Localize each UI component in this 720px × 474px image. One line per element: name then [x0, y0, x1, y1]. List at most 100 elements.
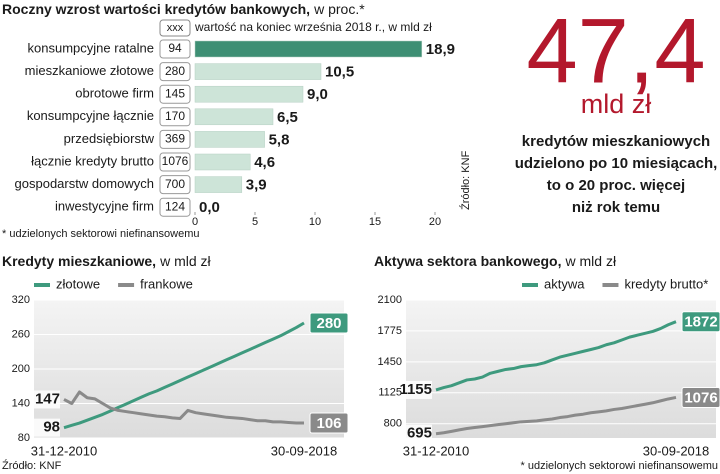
value-label: 6,5 [277, 109, 298, 126]
end-label: 280 [316, 315, 341, 332]
category-label: konsumpcyjne ratalne [28, 40, 154, 55]
bar [194, 85, 304, 103]
source: Źródło: KNF [2, 459, 62, 472]
source: Źródło: KNF [459, 150, 472, 210]
subtitle: w mld zł [565, 253, 617, 269]
series-line [63, 390, 304, 425]
legend-label: kredyty brutto* [624, 276, 708, 291]
end-label: 106 [316, 415, 341, 432]
bar [194, 63, 322, 80]
y-tick-label: 1775 [378, 325, 402, 337]
plot-bg [406, 300, 716, 438]
highlight-text: kredytów mieszkaniowych [522, 133, 710, 150]
category-label: inwestycyjne firm [55, 199, 154, 214]
value-label: 0,0 [199, 199, 220, 216]
amount-label: 700 [165, 177, 185, 191]
x-tick-label: 20 [429, 216, 441, 228]
bar [194, 108, 274, 126]
amount-box [159, 129, 191, 149]
start-label: 1155 [399, 381, 432, 398]
title: Kredyty mieszkaniowe, [2, 253, 156, 269]
category-label: gospodarstw domowych [15, 176, 154, 191]
category-label: mieszkaniowe złotowe [25, 63, 154, 78]
y-tick-label: 80 [18, 432, 30, 444]
amount-box [159, 84, 191, 104]
y-tick-label: 1450 [378, 356, 402, 368]
legend-box-text: xxx [167, 22, 184, 34]
note: * udzielonych sektorowi niefinansowemu [2, 228, 200, 240]
x-tick-label: 0 [192, 216, 198, 228]
amount-label: 124 [165, 199, 185, 213]
series-line [435, 320, 677, 392]
end-label-box [681, 311, 720, 333]
legend-text: wartość na koniec września 2018 r., w ml… [194, 20, 432, 34]
series-line [435, 395, 677, 436]
x-tick-label: 10 [309, 216, 321, 228]
value-label: 9,0 [307, 86, 328, 103]
title: Aktywa sektora bankowego, [374, 253, 562, 269]
category-label: przedsiębiorstw [64, 131, 155, 146]
x-tick-label: 15 [369, 216, 381, 228]
value-label: 5,8 [269, 131, 290, 148]
y-tick-label: 200 [12, 363, 30, 375]
end-label: 1076 [684, 389, 717, 406]
highlight-text: to o 20 proc. więcej [547, 177, 685, 194]
y-tick-label: 800 [384, 418, 402, 430]
category-label: łącznie kredyty brutto [31, 153, 154, 168]
y-tick-label: 2100 [378, 294, 402, 306]
legend-label: aktywa [544, 276, 585, 291]
start-label-bg [402, 380, 432, 399]
start-label-bg [402, 424, 432, 443]
x-tick-label: 31-12-2010 [31, 443, 98, 458]
chart-title: Roczny wzrost wartości kredytów bankowyc… [2, 1, 365, 17]
amount-label: 94 [168, 41, 182, 55]
end-label-box [309, 412, 349, 434]
amount-label: 170 [165, 109, 185, 123]
category-label: obrotowe firm [75, 86, 154, 101]
highlight-unit: mld zł [581, 89, 652, 119]
y-tick-label: 140 [12, 397, 30, 409]
amount-box [159, 39, 191, 59]
amount-label: 145 [165, 86, 185, 100]
bar [194, 131, 265, 148]
amount-label: 1076 [162, 154, 189, 168]
start-label-bg [30, 418, 60, 437]
title: Roczny wzrost wartości kredytów bankowyc… [2, 1, 310, 17]
legend-box [159, 19, 191, 37]
x-tick-label: 30-09-2018 [271, 443, 338, 458]
y-tick-label: 320 [12, 294, 30, 306]
value-label: 18,9 [426, 41, 455, 58]
legend-label: złotowe [56, 276, 100, 291]
series-line [63, 321, 305, 430]
start-label-bg [30, 390, 60, 409]
amount-label: 369 [165, 132, 185, 146]
legend-label: frankowe [140, 276, 193, 291]
end-label-box [309, 312, 349, 334]
value-label: 10,5 [325, 64, 354, 81]
x-tick-label: 5 [252, 216, 258, 228]
value-label: 3,9 [246, 177, 267, 194]
amount-box [159, 107, 191, 127]
chart-title: Kredyty mieszkaniowe, w mld zł [2, 253, 212, 269]
start-label: 695 [407, 425, 432, 442]
amount-box [159, 62, 191, 82]
subtitle: w proc.* [313, 1, 365, 17]
chart-title: Aktywa sektora bankowego, w mld zł [374, 253, 617, 269]
end-label-box [681, 386, 720, 408]
bar [194, 40, 423, 58]
highlight-text: udzielono po 10 miesiącach, [515, 155, 718, 172]
start-label: 147 [35, 390, 60, 407]
category-label: konsumpcyjne łącznie [27, 108, 154, 123]
bar [194, 153, 251, 171]
note: * udzielonych sektorowi niefinansowemu [521, 460, 719, 472]
amount-label: 280 [165, 64, 185, 78]
highlight-value: 47,4 [526, 0, 705, 102]
x-tick-label: 30-09-2018 [643, 443, 710, 458]
y-tick-label: 1125 [378, 387, 402, 399]
bar [194, 176, 243, 193]
subtitle: w mld zł [159, 253, 211, 269]
value-label: 4,6 [254, 154, 275, 171]
amount-box [159, 152, 191, 172]
amount-box [159, 175, 191, 195]
